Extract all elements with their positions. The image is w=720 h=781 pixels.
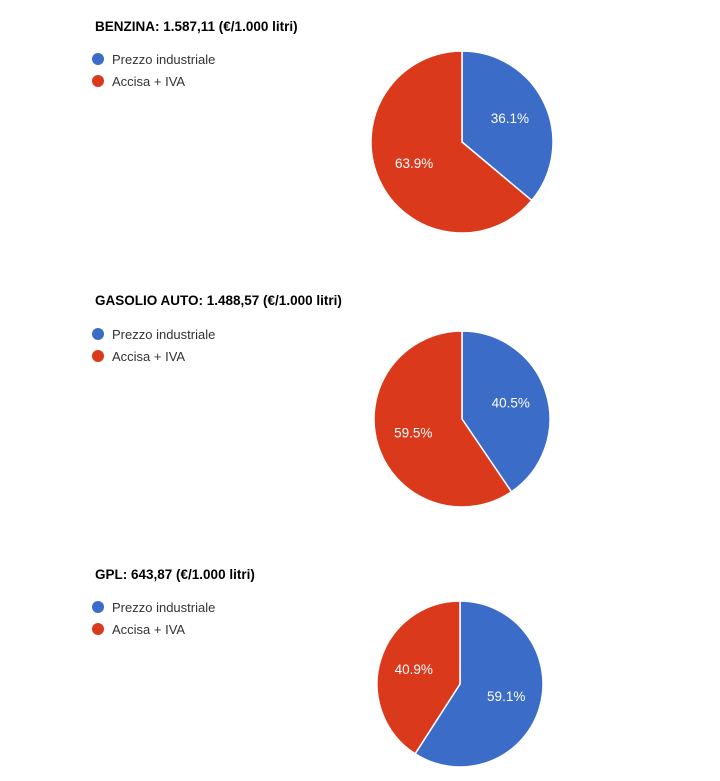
legend-item-label: Prezzo industriale	[112, 599, 216, 615]
legend-dot-red-icon	[92, 623, 104, 635]
pie-slice-accisa-iva	[370, 50, 533, 234]
legend-item-prezzo-industriale: Prezzo industriale	[92, 48, 215, 70]
legend-dot-blue-icon	[92, 53, 104, 65]
pie-slice-accisa-iva	[373, 330, 513, 508]
legend-item-accisa-iva: Accisa + IVA	[92, 345, 215, 367]
legend-item-label: Prezzo industriale	[112, 326, 216, 342]
chart-legend: Prezzo industriale Accisa + IVA	[92, 48, 215, 92]
legend-dot-blue-icon	[92, 328, 104, 340]
legend-item-prezzo-industriale: Prezzo industriale	[92, 323, 215, 345]
pie-chart-gasolio-auto: 40.5% 59.5%	[373, 330, 551, 508]
slice-percentage-label: 40.5%	[492, 396, 530, 411]
legend-item-label: Accisa + IVA	[112, 348, 186, 364]
pie-slice-prezzo-industriale	[414, 600, 544, 768]
legend-item-accisa-iva: Accisa + IVA	[92, 70, 215, 92]
slice-percentage-label: 59.5%	[394, 426, 432, 441]
legend-dot-red-icon	[92, 75, 104, 87]
pie-slice-prezzo-industriale	[461, 50, 554, 202]
chart-legend: Prezzo industriale Accisa + IVA	[92, 596, 215, 640]
chart-title: GASOLIO AUTO: 1.488,57 (€/1.000 litri)	[95, 293, 342, 308]
legend-dot-red-icon	[92, 350, 104, 362]
legend-item-label: Prezzo industriale	[112, 51, 216, 67]
slice-percentage-label: 36.1%	[491, 111, 529, 126]
chart-legend: Prezzo industriale Accisa + IVA	[92, 323, 215, 367]
pie-chart-gpl: 59.1% 40.9%	[376, 600, 544, 768]
chart-title: BENZINA: 1.587,11 (€/1.000 litri)	[95, 19, 298, 34]
chart-title: GPL: 643,87 (€/1.000 litri)	[95, 567, 255, 582]
slice-percentage-label: 59.1%	[487, 689, 525, 704]
legend-item-label: Accisa + IVA	[112, 621, 186, 637]
legend-item-accisa-iva: Accisa + IVA	[92, 618, 215, 640]
slice-percentage-label: 40.9%	[395, 662, 433, 677]
pie-slice-prezzo-industriale	[461, 330, 551, 493]
legend-item-label: Accisa + IVA	[112, 73, 186, 89]
legend-item-prezzo-industriale: Prezzo industriale	[92, 596, 215, 618]
slice-percentage-label: 63.9%	[395, 156, 433, 171]
pie-slice-accisa-iva	[376, 600, 461, 755]
legend-dot-blue-icon	[92, 601, 104, 613]
pie-chart-benzina: 36.1% 63.9%	[370, 50, 554, 234]
